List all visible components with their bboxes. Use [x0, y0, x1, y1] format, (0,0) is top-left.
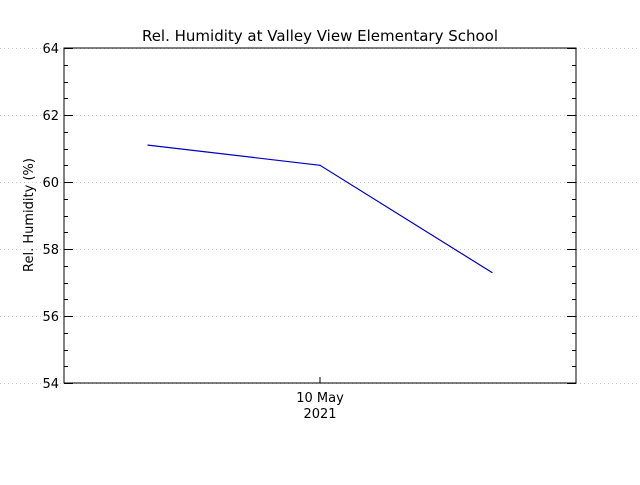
- data-point: [147, 144, 149, 146]
- y-tick-label: 62: [42, 109, 59, 124]
- y-tick-label: 54: [42, 377, 59, 392]
- series-layer: [147, 144, 493, 274]
- y-axis-label: Rel. Humidity (%): [22, 158, 37, 272]
- y-axis-ticks: [64, 48, 576, 384]
- series-line: [147, 144, 493, 274]
- plot-frame: [63, 47, 577, 384]
- chart-title: Rel. Humidity at Valley View Elementary …: [142, 27, 498, 45]
- y-tick-label: 56: [42, 310, 59, 325]
- gridlines: [0, 48, 640, 384]
- data-point: [491, 271, 493, 274]
- y-axis-tick-labels: 54 56 58 60 62 64: [42, 42, 59, 392]
- y-tick-label: 58: [42, 243, 59, 258]
- y-tick-label: 64: [42, 42, 59, 57]
- x-tick-label-year: 2021: [303, 407, 336, 422]
- x-tick-label-date: 10 May: [296, 391, 344, 406]
- y-tick-label: 60: [42, 176, 59, 191]
- data-point: [319, 164, 321, 166]
